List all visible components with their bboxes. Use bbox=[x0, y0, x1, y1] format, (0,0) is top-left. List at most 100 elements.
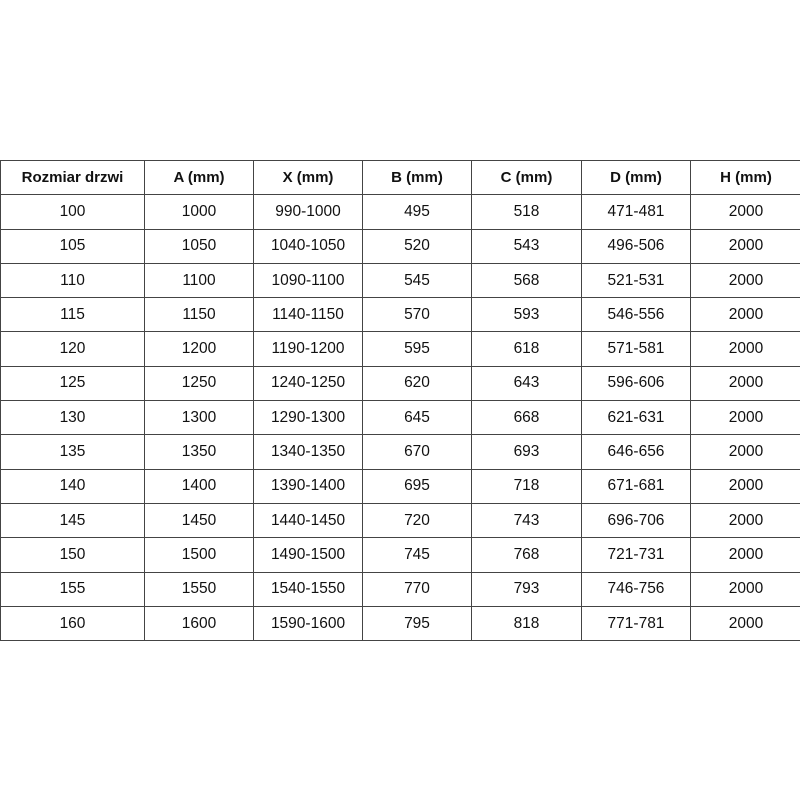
table-cell: 695 bbox=[362, 468, 472, 504]
table-cell: 593 bbox=[471, 297, 582, 333]
table-cell: 646-656 bbox=[581, 434, 691, 470]
table-cell: 145 bbox=[0, 502, 145, 539]
table-cell: 140 bbox=[0, 468, 145, 504]
table-cell: 621-631 bbox=[581, 400, 691, 436]
table-cell: 520 bbox=[362, 228, 472, 264]
header-row: Rozmiar drzwi A (mm) X (mm) B (mm) C (mm) D (… bbox=[0, 159, 800, 196]
table-cell: 1440-1450 bbox=[253, 502, 363, 539]
table-row: 155 1550 1540-1550 770 793 746-756 2000 bbox=[0, 571, 800, 607]
table-cell: 1100 bbox=[144, 262, 254, 299]
table-cell: 771-781 bbox=[581, 605, 691, 642]
table-cell: 100 bbox=[0, 194, 145, 230]
table-cell: 721-731 bbox=[581, 537, 691, 573]
table-cell: 1200 bbox=[144, 331, 254, 367]
column-header: B (mm) bbox=[362, 159, 472, 196]
table-row: 140 1400 1390-1400 695 718 671-681 2000 bbox=[0, 468, 800, 504]
table-cell: 595 bbox=[362, 331, 472, 367]
table-cell: 720 bbox=[362, 502, 472, 539]
table-cell: 160 bbox=[0, 605, 145, 642]
table-cell: 1540-1550 bbox=[253, 571, 363, 607]
column-header: X (mm) bbox=[253, 159, 363, 196]
table-cell: 1250 bbox=[144, 365, 254, 402]
table-cell: 745 bbox=[362, 537, 472, 573]
table-cell: 671-681 bbox=[581, 468, 691, 504]
table-cell: 2000 bbox=[690, 262, 800, 299]
table-cell: 1350 bbox=[144, 434, 254, 470]
table-cell: 2000 bbox=[690, 297, 800, 333]
table-cell: 1550 bbox=[144, 571, 254, 607]
table-cell: 718 bbox=[471, 468, 582, 504]
table-cell: 668 bbox=[471, 400, 582, 436]
table-cell: 2000 bbox=[690, 400, 800, 436]
table-cell: 1090-1100 bbox=[253, 262, 363, 299]
table-cell: 120 bbox=[0, 331, 145, 367]
table-cell: 2000 bbox=[690, 502, 800, 539]
table-row: 105 1050 1040-1050 520 543 496-506 2000 bbox=[0, 228, 800, 264]
table-cell: 1400 bbox=[144, 468, 254, 504]
table-cell: 795 bbox=[362, 605, 472, 642]
table-cell: 521-531 bbox=[581, 262, 691, 299]
table-cell: 1300 bbox=[144, 400, 254, 436]
table-cell: 818 bbox=[471, 605, 582, 642]
table-cell: 1450 bbox=[144, 502, 254, 539]
table-row: 100 1000 990-1000 495 518 471-481 2000 bbox=[0, 194, 800, 230]
table-row: 135 1350 1340-1350 670 693 646-656 2000 bbox=[0, 434, 800, 470]
table-row: 160 1600 1590-1600 795 818 771-781 2000 bbox=[0, 605, 800, 642]
table-cell: 571-581 bbox=[581, 331, 691, 367]
column-header: C (mm) bbox=[471, 159, 582, 196]
table-row: 125 1250 1240-1250 620 643 596-606 2000 bbox=[0, 365, 800, 402]
table-cell: 2000 bbox=[690, 468, 800, 504]
table-cell: 545 bbox=[362, 262, 472, 299]
table-cell: 125 bbox=[0, 365, 145, 402]
table-row: 110 1100 1090-1100 545 568 521-531 2000 bbox=[0, 262, 800, 299]
table-cell: 1340-1350 bbox=[253, 434, 363, 470]
table-cell: 130 bbox=[0, 400, 145, 436]
column-header: H (mm) bbox=[690, 159, 800, 196]
table-cell: 1190-1200 bbox=[253, 331, 363, 367]
table-cell: 518 bbox=[471, 194, 582, 230]
table-cell: 110 bbox=[0, 262, 145, 299]
table-row: 145 1450 1440-1450 720 743 696-706 2000 bbox=[0, 502, 800, 539]
table-cell: 768 bbox=[471, 537, 582, 573]
table-cell: 546-556 bbox=[581, 297, 691, 333]
table-cell: 543 bbox=[471, 228, 582, 264]
table-cell: 1500 bbox=[144, 537, 254, 573]
table-cell: 2000 bbox=[690, 537, 800, 573]
table-cell: 2000 bbox=[690, 365, 800, 402]
table-cell: 1290-1300 bbox=[253, 400, 363, 436]
table-cell: 596-606 bbox=[581, 365, 691, 402]
table-cell: 570 bbox=[362, 297, 472, 333]
table-cell: 670 bbox=[362, 434, 472, 470]
table-cell: 746-756 bbox=[581, 571, 691, 607]
table-cell: 990-1000 bbox=[253, 194, 363, 230]
table-cell: 150 bbox=[0, 537, 145, 573]
column-header: Rozmiar drzwi bbox=[0, 159, 145, 196]
table-cell: 471-481 bbox=[581, 194, 691, 230]
table-cell: 155 bbox=[0, 571, 145, 607]
table-cell: 1590-1600 bbox=[253, 605, 363, 642]
table-cell: 696-706 bbox=[581, 502, 691, 539]
table-body: 100 1000 990-1000 495 518 471-481 2000 105 1050 1… bbox=[0, 194, 800, 642]
table-cell: 1050 bbox=[144, 228, 254, 264]
table-cell: 1600 bbox=[144, 605, 254, 642]
table-cell: 1140-1150 bbox=[253, 297, 363, 333]
column-header: A (mm) bbox=[144, 159, 254, 196]
table-cell: 1390-1400 bbox=[253, 468, 363, 504]
table-row: 120 1200 1190-1200 595 618 571-581 2000 bbox=[0, 331, 800, 367]
table-cell: 793 bbox=[471, 571, 582, 607]
dimensions-table: Rozmiar drzwi A (mm) X (mm) B (mm) C (mm) D (… bbox=[0, 159, 800, 642]
table-cell: 1490-1500 bbox=[253, 537, 363, 573]
table-cell: 2000 bbox=[690, 331, 800, 367]
table-cell: 1240-1250 bbox=[253, 365, 363, 402]
table-cell: 495 bbox=[362, 194, 472, 230]
table-cell: 1150 bbox=[144, 297, 254, 333]
column-header: D (mm) bbox=[581, 159, 691, 196]
table-cell: 1040-1050 bbox=[253, 228, 363, 264]
table-cell: 496-506 bbox=[581, 228, 691, 264]
table-cell: 2000 bbox=[690, 571, 800, 607]
table-cell: 743 bbox=[471, 502, 582, 539]
table-cell: 2000 bbox=[690, 228, 800, 264]
table-cell: 645 bbox=[362, 400, 472, 436]
table-cell: 105 bbox=[0, 228, 145, 264]
table-cell: 2000 bbox=[690, 434, 800, 470]
